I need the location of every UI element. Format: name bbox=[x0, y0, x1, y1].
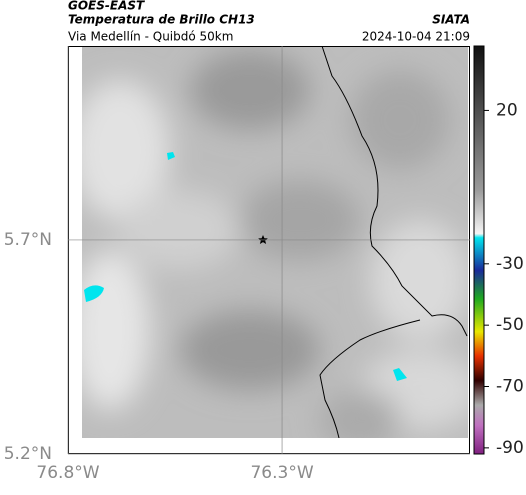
y-tick-label: 5.7°N bbox=[4, 230, 52, 250]
region: Via Medellín - Quibdó 50km bbox=[68, 30, 233, 44]
map-frame bbox=[68, 46, 470, 454]
x-tick-label: 76.8°W bbox=[36, 463, 99, 483]
x-tick-label: 76.3°W bbox=[250, 463, 313, 483]
colorbar-tick-label: -30 bbox=[496, 254, 524, 274]
colorbar-tick-label: -50 bbox=[496, 315, 524, 335]
colorbar-tick-label: -70 bbox=[496, 377, 524, 397]
y-tick-label: 5.2°N bbox=[4, 444, 52, 464]
subtitle: Temperatura de Brillo CH13 bbox=[68, 13, 255, 27]
title: GOES-EAST bbox=[68, 0, 145, 13]
colorbar-tick-label: -90 bbox=[496, 438, 524, 458]
satellite-image bbox=[82, 46, 468, 438]
datetime: 2024-10-04 21:09 bbox=[362, 30, 470, 44]
colorbar bbox=[473, 45, 485, 455]
colorbar-tick-label: 20 bbox=[496, 100, 518, 120]
source: SIATA bbox=[432, 13, 470, 27]
location-marker bbox=[258, 235, 268, 244]
